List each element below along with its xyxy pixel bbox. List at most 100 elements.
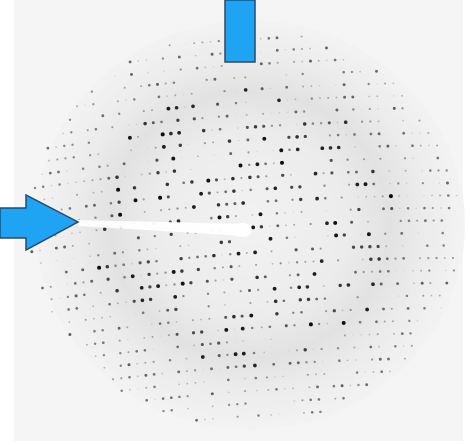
spot [168, 44, 171, 47]
spot [441, 231, 444, 235]
spot [397, 295, 400, 297]
spot [294, 236, 296, 239]
spot [327, 234, 329, 237]
spot [379, 157, 382, 160]
spot [375, 320, 378, 324]
spot [184, 206, 187, 209]
spot [210, 52, 214, 56]
spot [211, 129, 213, 131]
spot [364, 371, 367, 373]
spot [83, 180, 86, 183]
spot [265, 376, 269, 379]
spot [239, 289, 242, 293]
spot [275, 212, 279, 215]
spot [142, 198, 145, 201]
spot [306, 297, 311, 302]
spot [396, 282, 400, 286]
spot [346, 359, 349, 362]
spot [155, 158, 159, 162]
spot [381, 195, 384, 198]
spot [242, 364, 246, 368]
spot [118, 339, 121, 342]
spot [180, 269, 184, 273]
spot [419, 144, 422, 147]
spot [412, 157, 414, 159]
spot [136, 123, 138, 126]
spot [190, 168, 192, 171]
spot [308, 386, 311, 389]
spot [218, 367, 221, 369]
spot [289, 286, 293, 290]
spot [56, 158, 59, 161]
spot [293, 324, 296, 327]
spot [326, 322, 329, 325]
spot [323, 297, 327, 300]
spot [165, 171, 168, 173]
spot [410, 344, 413, 347]
spot [317, 398, 321, 401]
spot [273, 186, 278, 191]
spot [140, 298, 145, 303]
spot [163, 70, 166, 72]
spot [103, 366, 106, 369]
spot [436, 156, 440, 160]
spot [204, 66, 207, 69]
spot [66, 295, 70, 299]
spot [115, 175, 119, 179]
spot [440, 307, 442, 309]
spot [201, 128, 206, 133]
spot [388, 370, 391, 373]
spot [223, 291, 226, 294]
spot [355, 182, 360, 187]
spot [315, 196, 319, 201]
spot [259, 225, 264, 229]
spot [440, 207, 442, 209]
spot [262, 124, 266, 128]
spot [305, 361, 308, 364]
spot [336, 145, 341, 150]
spot [176, 345, 180, 349]
spot [219, 52, 222, 55]
spot [43, 198, 46, 201]
spot [301, 399, 304, 402]
spot [338, 359, 341, 363]
spot [357, 207, 361, 212]
spot [342, 70, 345, 74]
spot [146, 248, 149, 251]
spot [274, 199, 278, 203]
spot [368, 245, 372, 249]
spot [260, 326, 263, 329]
spot [225, 341, 229, 344]
spot [380, 370, 384, 374]
spot [245, 101, 248, 104]
spot [288, 148, 291, 152]
spot [241, 189, 244, 192]
spot [151, 335, 154, 338]
spot [120, 377, 123, 380]
spot [352, 108, 355, 111]
spot [245, 113, 248, 116]
spot [447, 194, 450, 197]
spot [353, 133, 356, 136]
spot [311, 122, 315, 125]
spot [284, 211, 286, 214]
spot [244, 390, 247, 393]
spot [368, 95, 371, 98]
spot [298, 185, 302, 189]
spot [280, 160, 284, 165]
spot [363, 182, 368, 187]
spot [266, 199, 270, 203]
spot [101, 328, 104, 332]
spot [365, 307, 369, 312]
spot [112, 378, 115, 381]
spot [295, 147, 300, 152]
spot [194, 381, 197, 384]
spot [209, 40, 212, 43]
spot [127, 124, 130, 127]
spot [133, 98, 136, 101]
spot [385, 257, 389, 261]
spot [184, 106, 186, 108]
spot [388, 170, 391, 172]
spot [191, 104, 195, 109]
spot [174, 307, 178, 312]
